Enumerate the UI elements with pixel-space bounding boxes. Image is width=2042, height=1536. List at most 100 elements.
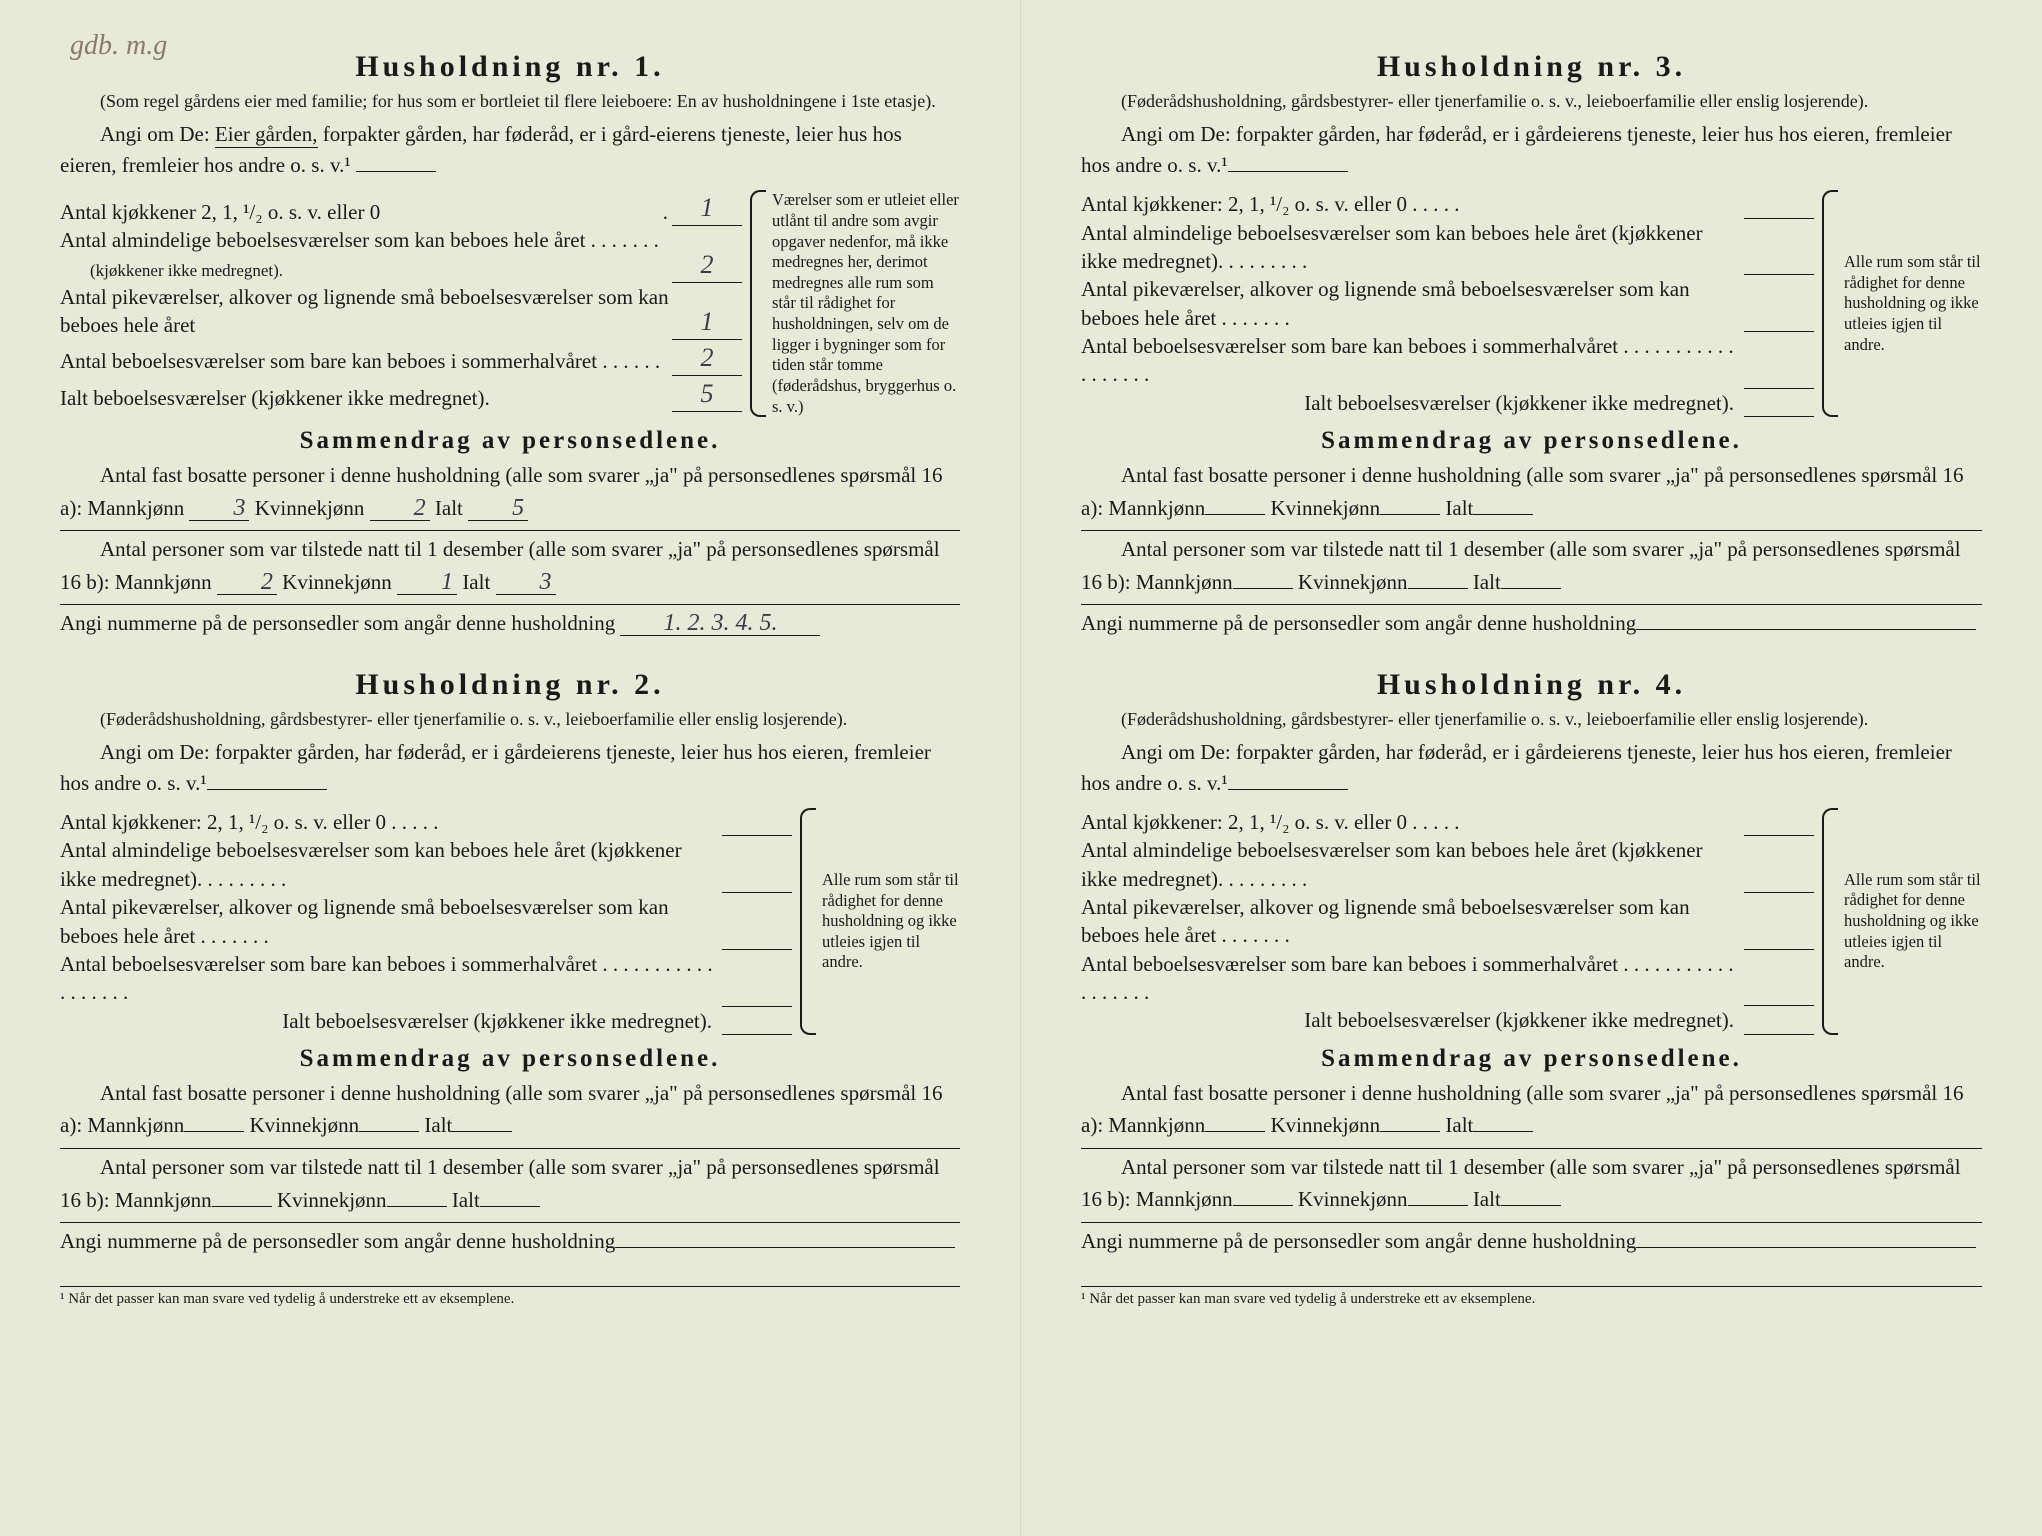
household-1: Husholdning nr. 1. (Som regel gårdens ei…	[60, 50, 960, 640]
r1-label: Antal almindelige beboelsesværelser som …	[60, 836, 722, 893]
household-3-prompt: Angi om De: forpakter gården, har føderå…	[1081, 119, 1982, 180]
r3-label: Antal beboelsesværelser som bare kan beb…	[1081, 950, 1744, 1007]
kitchen-label: Antal kjøkkener: 2, 1, ¹/₂ o. s. v. elle…	[1081, 808, 1744, 836]
summary-title-1: Sammendrag av personsedlene.	[60, 427, 960, 455]
r3-val	[722, 1006, 792, 1007]
right-page: Husholdning nr. 3. (Føderådshusholdning,…	[1021, 0, 2042, 1536]
blank	[359, 1131, 419, 1132]
divider	[60, 604, 960, 605]
summary-title-2: Sammendrag av personsedlene.	[60, 1045, 960, 1073]
total-val: 5	[672, 376, 742, 412]
summary-1b: Antal personer som var tilstede natt til…	[60, 533, 960, 598]
r2-label: Antal pikeværelser, alkover og lignende …	[60, 893, 722, 950]
rooms-block-2: Antal kjøkkener: 2, 1, ¹/₂ o. s. v. elle…	[60, 808, 960, 1035]
r3-label: Antal beboelsesværelser som bare kan beb…	[60, 347, 672, 375]
kitchen-val: 1	[672, 190, 742, 226]
blank-val	[1744, 1034, 1814, 1035]
blank-val	[1744, 949, 1814, 950]
household-4-subtitle: (Føderådshusholdning, gårdsbestyrer- ell…	[1081, 708, 1982, 731]
blank-val	[1744, 835, 1814, 836]
rooms-block-3: Antal kjøkkener: 2, 1, ¹/₂ o. s. v. elle…	[1081, 190, 1982, 417]
side-note-2: Alle rum som står til rådighet for denne…	[800, 808, 960, 1035]
total-label: Ialt beboelsesværelser (kjøkkener ikke m…	[60, 384, 672, 412]
dots: .	[663, 198, 672, 226]
kitchen-val	[722, 835, 792, 836]
rooms-left: Antal kjøkkener 2, 1, ¹/₂ o. s. v. eller…	[60, 190, 742, 417]
household-3-title: Husholdning nr. 3.	[1081, 50, 1982, 84]
r2-label: Antal pikeværelser, alkover og lignende …	[1081, 275, 1744, 332]
r2-val	[722, 949, 792, 950]
s2-m: 2	[217, 570, 277, 595]
blank-val	[1744, 1005, 1814, 1006]
rooms-block-4: Antal kjøkkener: 2, 1, ¹/₂ o. s. v. elle…	[1081, 808, 1982, 1035]
summary-title-3: Sammendrag av personsedlene.	[1081, 427, 1982, 455]
summary-3a: Antal fast bosatte personer i denne hush…	[1081, 459, 1982, 524]
summary-3b: Antal personer som var tilstede natt til…	[1081, 533, 1982, 598]
household-4-prompt: Angi om De: forpakter gården, har føderå…	[1081, 737, 1982, 798]
summary-title-4: Sammendrag av personsedlene.	[1081, 1045, 1982, 1073]
household-2-subtitle: (Føderådshusholdning, gårdsbestyrer- ell…	[60, 708, 960, 731]
r2-val: 1	[672, 304, 742, 340]
r1-label: Antal almindelige beboelsesværelser som …	[60, 226, 672, 283]
s2-t: 3	[496, 570, 556, 595]
numbers-val: 1. 2. 3. 4. 5.	[620, 611, 820, 636]
side-note-4: Alle rum som står til rådighet for denne…	[1822, 808, 1982, 1035]
household-2-prompt: Angi om De: forpakter gården, har føderå…	[60, 737, 960, 798]
kitchen-label: Antal kjøkkener: 2, 1, ¹/₂ o. s. v. elle…	[1081, 190, 1744, 218]
household-1-title: Husholdning nr. 1.	[60, 50, 960, 84]
prompt-fill	[356, 171, 436, 172]
left-page: gdb. m.g Husholdning nr. 1. (Som regel g…	[0, 0, 1021, 1536]
r3-val: 2	[672, 340, 742, 376]
prompt-underlined: Eier gården,	[215, 122, 318, 148]
side-note-1: Værelser som er utleiet eller utlånt til…	[750, 190, 960, 417]
summary-1a: Antal fast bosatte personer i denne hush…	[60, 459, 960, 524]
kitchen-label: Antal kjøkkener: 2, 1, ¹/₂ o. s. v. elle…	[60, 808, 722, 836]
r2-label: Antal pikeværelser, alkover og lignende …	[60, 283, 672, 340]
household-1-prompt: Angi om De: Eier gården, forpakter gårde…	[60, 119, 960, 180]
s2-k: 1	[397, 570, 457, 595]
r1-val	[722, 892, 792, 893]
pencil-annotation: gdb. m.g	[70, 30, 167, 62]
r1-label: Antal almindelige beboelsesværelser som …	[1081, 219, 1744, 276]
blank-val	[1744, 388, 1814, 389]
blank-val	[1744, 331, 1814, 332]
footnote-right: ¹ Når det passer kan man svare ved tydel…	[1081, 1286, 1982, 1308]
s1-t: 5	[468, 496, 528, 521]
s1-k: 2	[370, 496, 430, 521]
prompt-text-a: Angi om De:	[100, 122, 215, 146]
rooms-block-1: Antal kjøkkener 2, 1, ¹/₂ o. s. v. eller…	[60, 190, 960, 417]
divider	[60, 530, 960, 531]
total-label: Ialt beboelsesværelser (kjøkkener ikke m…	[1081, 1006, 1744, 1034]
household-3: Husholdning nr. 3. (Føderådshusholdning,…	[1081, 50, 1982, 640]
numbers-line-1: Angi nummerne på de personsedler som ang…	[60, 607, 960, 640]
household-1-subtitle: (Som regel gårdens eier med familie; for…	[60, 90, 960, 113]
r1-val: 2	[672, 247, 742, 283]
summary-2a: Antal fast bosatte personer i denne hush…	[60, 1077, 960, 1142]
numbers-line-4: Angi nummerne på de personsedler som ang…	[1081, 1225, 1982, 1258]
blank-val	[1744, 892, 1814, 893]
numbers-line-2: Angi nummerne på de personsedler som ang…	[60, 1225, 960, 1258]
total-val	[722, 1034, 792, 1035]
total-label: Ialt beboelsesværelser (kjøkkener ikke m…	[1081, 389, 1744, 417]
household-3-subtitle: (Føderådshusholdning, gårdsbestyrer- ell…	[1081, 90, 1982, 113]
household-4-title: Husholdning nr. 4.	[1081, 668, 1982, 702]
side-note-3: Alle rum som står til rådighet for denne…	[1822, 190, 1982, 417]
numbers-line-3: Angi nummerne på de personsedler som ang…	[1081, 607, 1982, 640]
r3-label: Antal beboelsesværelser som bare kan beb…	[60, 950, 722, 1007]
summary-4b: Antal personer som var tilstede natt til…	[1081, 1151, 1982, 1216]
blank-val	[1744, 416, 1814, 417]
footnote-left: ¹ Når det passer kan man svare ved tydel…	[60, 1286, 960, 1308]
summary-4a: Antal fast bosatte personer i denne hush…	[1081, 1077, 1982, 1142]
household-2-title: Husholdning nr. 2.	[60, 668, 960, 702]
household-2: Husholdning nr. 2. (Føderådshusholdning,…	[60, 668, 960, 1258]
r2-label: Antal pikeværelser, alkover og lignende …	[1081, 893, 1744, 950]
total-label: Ialt beboelsesværelser (kjøkkener ikke m…	[60, 1007, 722, 1035]
household-4: Husholdning nr. 4. (Føderådshusholdning,…	[1081, 668, 1982, 1258]
r3-label: Antal beboelsesværelser som bare kan beb…	[1081, 332, 1744, 389]
blank	[452, 1131, 512, 1132]
blank	[184, 1131, 244, 1132]
blank-val	[1744, 218, 1814, 219]
blank-val	[1744, 274, 1814, 275]
r1-label: Antal almindelige beboelsesværelser som …	[1081, 836, 1744, 893]
kitchen-label: Antal kjøkkener 2, 1, ¹/₂ o. s. v. eller…	[60, 198, 663, 226]
